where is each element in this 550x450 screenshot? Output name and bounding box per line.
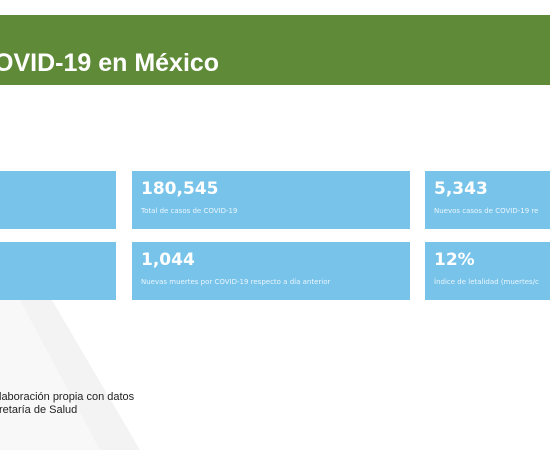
stat-value: 12% [434, 250, 475, 270]
stat-value: 5,343 [434, 179, 488, 199]
stat-card-partial-left-top [0, 171, 116, 229]
slide-title: OVID-19 en México [0, 49, 220, 77]
source-line: laboración propia con datos [0, 391, 135, 403]
stat-card-total-cases: 180,545 Total de casos de COVID-19 [132, 171, 410, 229]
stat-label: Nuevas muertes por COVID-19 respecto a d… [141, 278, 331, 286]
source-note: laboración propia con datos retaría de S… [0, 391, 134, 417]
stat-card-new-deaths: 1,044 Nuevas muertes por COVID-19 respec… [132, 242, 410, 300]
stat-card-partial-left-bottom [0, 242, 116, 300]
decorative-triangle [0, 300, 140, 450]
stat-card-lethality: 12% Índice de letalidad (muertes/c [425, 242, 550, 300]
stat-value: 1,044 [141, 250, 195, 270]
stat-value: 180,545 [141, 179, 219, 199]
source-line: retaría de Salud [0, 404, 78, 416]
stat-card-new-cases: 5,343 Nuevos casos de COVID-19 re [425, 171, 550, 229]
title-banner: OVID-19 en México [0, 15, 550, 85]
stat-label: Total de casos de COVID-19 [141, 207, 238, 215]
stat-label: Nuevos casos de COVID-19 re [434, 207, 539, 215]
stat-label: Índice de letalidad (muertes/c [434, 278, 539, 286]
